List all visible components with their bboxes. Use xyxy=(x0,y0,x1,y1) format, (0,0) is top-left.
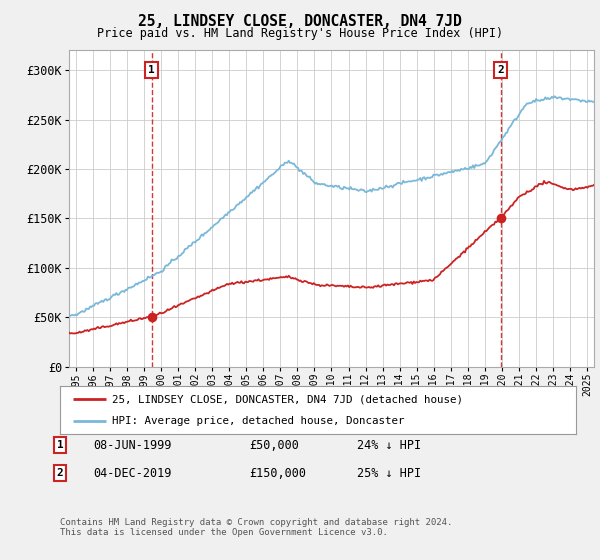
Text: 2: 2 xyxy=(497,65,504,75)
Text: 04-DEC-2019: 04-DEC-2019 xyxy=(93,466,172,480)
Text: 2: 2 xyxy=(56,468,64,478)
Text: 25% ↓ HPI: 25% ↓ HPI xyxy=(357,466,421,480)
Text: Price paid vs. HM Land Registry's House Price Index (HPI): Price paid vs. HM Land Registry's House … xyxy=(97,27,503,40)
Text: 1: 1 xyxy=(148,65,155,75)
Text: 24% ↓ HPI: 24% ↓ HPI xyxy=(357,438,421,452)
Text: 25, LINDSEY CLOSE, DONCASTER, DN4 7JD (detached house): 25, LINDSEY CLOSE, DONCASTER, DN4 7JD (d… xyxy=(112,394,463,404)
Text: 1: 1 xyxy=(56,440,64,450)
Text: HPI: Average price, detached house, Doncaster: HPI: Average price, detached house, Donc… xyxy=(112,416,404,426)
Text: Contains HM Land Registry data © Crown copyright and database right 2024.
This d: Contains HM Land Registry data © Crown c… xyxy=(60,518,452,538)
Text: 08-JUN-1999: 08-JUN-1999 xyxy=(93,438,172,452)
Text: 25, LINDSEY CLOSE, DONCASTER, DN4 7JD: 25, LINDSEY CLOSE, DONCASTER, DN4 7JD xyxy=(138,14,462,29)
Text: £150,000: £150,000 xyxy=(249,466,306,480)
Text: £50,000: £50,000 xyxy=(249,438,299,452)
